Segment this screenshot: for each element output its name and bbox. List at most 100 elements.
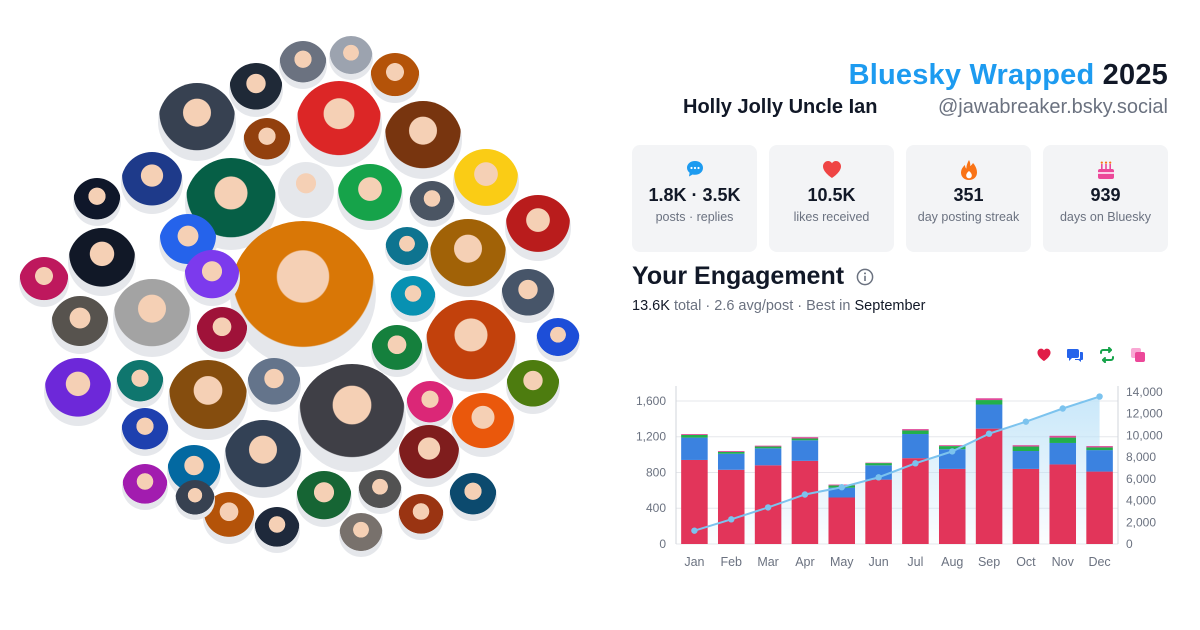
speech-bubble-icon [632, 159, 757, 181]
stat-card-days: 939 days on Bluesky [1043, 145, 1168, 252]
bar-replies [902, 434, 929, 459]
avatar[interactable] [229, 63, 283, 117]
handle[interactable]: @jawabreaker.bsky.social [937, 96, 1168, 118]
avatar[interactable] [184, 250, 240, 306]
avatar[interactable] [168, 360, 248, 440]
bar-quotes [902, 429, 929, 431]
stat-value: 351 [953, 185, 984, 205]
avatar[interactable] [505, 195, 571, 261]
avatar[interactable] [254, 507, 300, 553]
avatar[interactable] [358, 470, 402, 514]
reply-icon[interactable] [1066, 347, 1084, 363]
x-tick-label: Apr [795, 555, 814, 569]
avatar[interactable] [230, 221, 376, 367]
avatar[interactable] [113, 279, 191, 357]
bar-likes [938, 468, 966, 544]
avatar[interactable] [398, 494, 444, 540]
heart-icon[interactable] [1036, 347, 1052, 363]
avatar[interactable] [390, 276, 436, 322]
avatar[interactable] [121, 408, 169, 456]
avatar[interactable] [384, 101, 462, 179]
x-tick-label: Jan [684, 555, 704, 569]
avatar[interactable] [73, 178, 121, 226]
separator: · [701, 298, 715, 314]
stat-card-streak: 351 day posting streak [906, 145, 1031, 252]
avatar[interactable] [68, 228, 136, 296]
avatar[interactable] [451, 393, 515, 457]
x-tick-label: Jun [869, 555, 889, 569]
avatar[interactable] [296, 471, 352, 527]
x-tick-label: Aug [941, 555, 963, 569]
x-tick-label: Nov [1052, 555, 1075, 569]
repost-icon[interactable] [1098, 347, 1116, 363]
avatar[interactable] [429, 219, 507, 297]
avatar[interactable] [329, 36, 373, 80]
bar-reposts [1049, 437, 1077, 443]
bar-quotes [717, 451, 745, 452]
avatar[interactable] [296, 81, 382, 167]
bar-likes [1086, 471, 1113, 544]
cumulative-point [728, 516, 735, 523]
y-tick-label-left: 1,600 [636, 394, 666, 408]
cumulative-point [985, 430, 993, 437]
avatar[interactable] [339, 513, 383, 557]
info-icon[interactable] [856, 268, 874, 286]
avatar[interactable] [425, 300, 517, 392]
stat-card-posts: 1.8K · 3.5K posts · replies [632, 145, 757, 252]
y-tick-label-left: 0 [659, 537, 666, 551]
stat-card-likes: 10.5K likes received [769, 145, 894, 252]
avatar[interactable] [370, 53, 420, 103]
avatar[interactable] [298, 364, 406, 472]
avatar[interactable] [51, 296, 109, 354]
bar-replies [975, 404, 1003, 429]
avatar[interactable] [453, 149, 519, 215]
engagement-title: Your Engagement [632, 262, 874, 291]
avatar[interactable] [278, 162, 334, 218]
avatar[interactable] [175, 480, 215, 520]
avatar[interactable] [116, 360, 164, 408]
avatar[interactable] [371, 325, 423, 377]
x-tick-label: Mar [757, 555, 779, 569]
avatar[interactable] [122, 464, 168, 510]
bar-quotes [938, 445, 966, 447]
best-prefix: Best in [806, 298, 851, 314]
y-tick-label-left: 1,200 [636, 430, 666, 444]
cumulative-point [691, 527, 698, 534]
avatar[interactable] [279, 41, 327, 89]
avatar[interactable] [536, 318, 580, 362]
avatar[interactable] [501, 269, 555, 323]
avatar[interactable] [406, 381, 454, 429]
avatar[interactable] [44, 358, 112, 426]
avatar[interactable] [243, 118, 291, 166]
avatar-cloud [19, 36, 580, 557]
avatar[interactable] [385, 227, 429, 271]
avatar[interactable] [224, 420, 302, 498]
avatar[interactable] [121, 152, 183, 214]
avatar[interactable] [398, 425, 460, 487]
bar-likes [865, 479, 892, 544]
quote-icon[interactable] [1130, 347, 1146, 363]
bar-replies [1086, 450, 1113, 472]
y-tick-label-left: 800 [646, 465, 666, 479]
bar-reposts [865, 463, 892, 466]
avatar[interactable] [337, 164, 403, 230]
avatar[interactable] [196, 307, 248, 359]
y-tick-label-right: 10,000 [1126, 428, 1163, 442]
y-tick-label-right: 8,000 [1126, 450, 1156, 464]
avatar[interactable] [19, 257, 69, 307]
x-tick-label: Feb [720, 555, 742, 569]
stat-value: 1.8K · 3.5K [648, 185, 741, 205]
avatar[interactable] [506, 360, 560, 414]
avatar[interactable] [449, 473, 497, 521]
bar-replies [1012, 451, 1040, 469]
page-title: Bluesky Wrapped 2025 [849, 58, 1168, 92]
avatar[interactable] [158, 83, 236, 161]
bar-replies [865, 465, 892, 480]
bar-quotes [791, 437, 819, 439]
avatar[interactable] [409, 181, 455, 227]
bar-quotes [975, 398, 1003, 401]
bar-reposts [975, 400, 1003, 405]
avatar[interactable] [247, 358, 301, 412]
cumulative-point [1096, 393, 1103, 400]
cake-icon [1043, 159, 1168, 181]
